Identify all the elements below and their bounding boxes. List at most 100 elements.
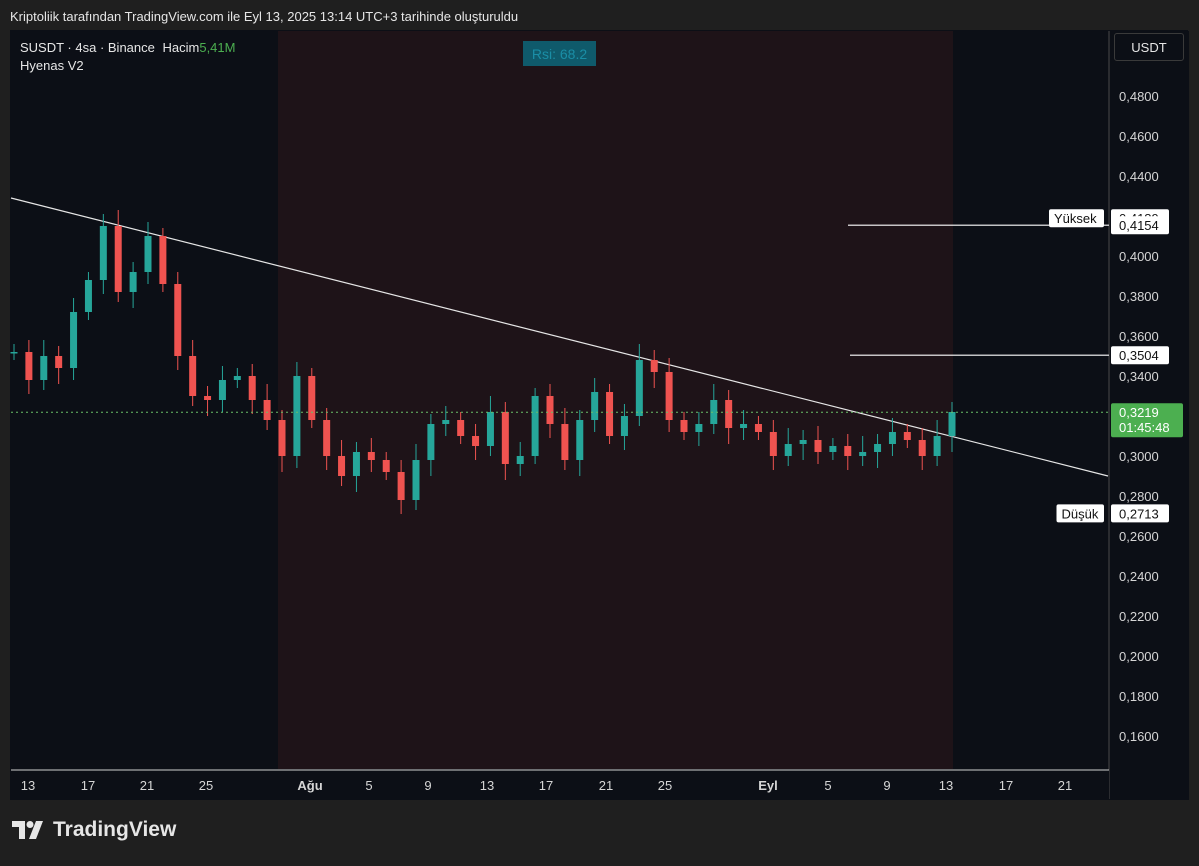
candle-body [546, 396, 554, 424]
candle-body [218, 380, 226, 400]
candle-body [412, 460, 420, 500]
candle-body [844, 446, 852, 456]
x-tick-label: 9 [883, 778, 890, 793]
candle-body [114, 226, 122, 292]
y-tick-label: 0,2800 [1119, 489, 1159, 504]
candle-body [948, 412, 956, 436]
candle-body [591, 392, 599, 420]
candle-body [308, 376, 316, 420]
x-tick-label: 13 [21, 778, 35, 793]
candle-body [665, 372, 673, 420]
x-tick-label: 17 [999, 778, 1013, 793]
candle-body [442, 420, 450, 424]
candle-body [338, 456, 346, 476]
candle-body [457, 420, 465, 436]
candle-body [710, 400, 718, 424]
candle-body [874, 444, 882, 452]
symbol-title: SUSDT · 4sa · Binance [20, 40, 155, 55]
y-tick-label: 0,1600 [1119, 729, 1159, 744]
candle-body [829, 446, 837, 452]
price-label-value: 0,3504 [1119, 348, 1159, 363]
candle-body [472, 436, 480, 446]
candle-body [427, 424, 435, 460]
candle-body [620, 416, 628, 436]
candle-body [635, 360, 643, 416]
candle-body [367, 452, 375, 460]
price-label-value: 0,4154 [1119, 218, 1159, 233]
candle-body [248, 376, 256, 400]
price-label-box [1111, 346, 1169, 365]
candle-body [144, 236, 152, 272]
candle-body [606, 392, 614, 436]
candle-body [129, 272, 137, 292]
price-label-prefix-box [1056, 504, 1104, 523]
candle-body [561, 424, 569, 460]
y-tick-label: 0,2600 [1119, 529, 1159, 544]
y-tick-label: 0,2200 [1119, 609, 1159, 624]
candle-body [903, 432, 911, 440]
last-price-value: 0,3219 [1119, 405, 1159, 420]
candle-body [501, 412, 509, 464]
last-price-badge [1111, 403, 1183, 438]
x-tick-label: Eyl [758, 778, 778, 793]
candle-body [174, 284, 182, 356]
y-tick-label: 0,3400 [1119, 369, 1159, 384]
candle-body [576, 420, 584, 460]
chart-attribution: Kriptoliik tarafından TradingView.com il… [10, 9, 519, 24]
x-tick-label: 17 [81, 778, 95, 793]
price-label-value: 0,2713 [1119, 506, 1159, 521]
candle-body [754, 424, 762, 432]
indicator-name[interactable]: Hyenas V2 [20, 58, 84, 73]
y-tick-label: 0,4800 [1119, 89, 1159, 104]
y-tick-label: 0,3800 [1119, 289, 1159, 304]
x-tick-label: 5 [365, 778, 372, 793]
candle-body [918, 440, 926, 456]
candle-body [799, 440, 807, 444]
candle-body [99, 226, 107, 280]
candle-body [486, 412, 494, 446]
x-tick-label: 21 [140, 778, 154, 793]
candle-body [204, 396, 212, 400]
x-axis-panel [11, 770, 1109, 799]
candle-body [70, 312, 78, 368]
candle-body [323, 420, 331, 456]
candle-body [769, 432, 777, 456]
candle-body [293, 376, 301, 456]
x-tick-label: 13 [939, 778, 953, 793]
price-label-prefix-box [1049, 209, 1104, 228]
x-tick-label: 9 [424, 778, 431, 793]
y-tick-label: 0,2000 [1119, 649, 1159, 664]
volume-label: Hacim [162, 40, 200, 55]
brand-name: TradingView [53, 818, 177, 841]
price-label-prefix: Düşük [1062, 506, 1099, 521]
candle-body [382, 460, 390, 472]
candle-body [233, 376, 241, 380]
tradingview-logo[interactable]: TradingView [12, 818, 176, 842]
candle-body [814, 440, 822, 452]
candle-body [725, 400, 733, 428]
x-tick-label: 21 [599, 778, 613, 793]
y-tick-label: 0,1800 [1119, 689, 1159, 704]
x-tick-label: Ağu [297, 778, 322, 793]
tradingview-logo-icon [12, 821, 43, 839]
candle-body [84, 280, 92, 312]
candle-body [888, 432, 896, 444]
x-tick-label: 17 [539, 778, 553, 793]
candle-body [859, 452, 867, 456]
candle-body [189, 356, 197, 396]
volume-value: 5,41M [199, 40, 236, 55]
candle-body [159, 236, 167, 284]
candle-body [740, 424, 748, 428]
y-tick-label: 0,4000 [1119, 249, 1159, 264]
candle-body [531, 396, 539, 456]
session-highlight-zone [278, 31, 953, 769]
x-tick-label: 21 [1058, 778, 1072, 793]
y-tick-label: 0,2400 [1119, 569, 1159, 584]
y-tick-label: 0,4400 [1119, 169, 1159, 184]
candle-body [680, 420, 688, 432]
currency-selector[interactable]: USDT [1114, 33, 1184, 61]
candle-body [263, 400, 271, 420]
price-label-prefix: Yüksek [1054, 211, 1097, 226]
candle-body [784, 444, 792, 456]
